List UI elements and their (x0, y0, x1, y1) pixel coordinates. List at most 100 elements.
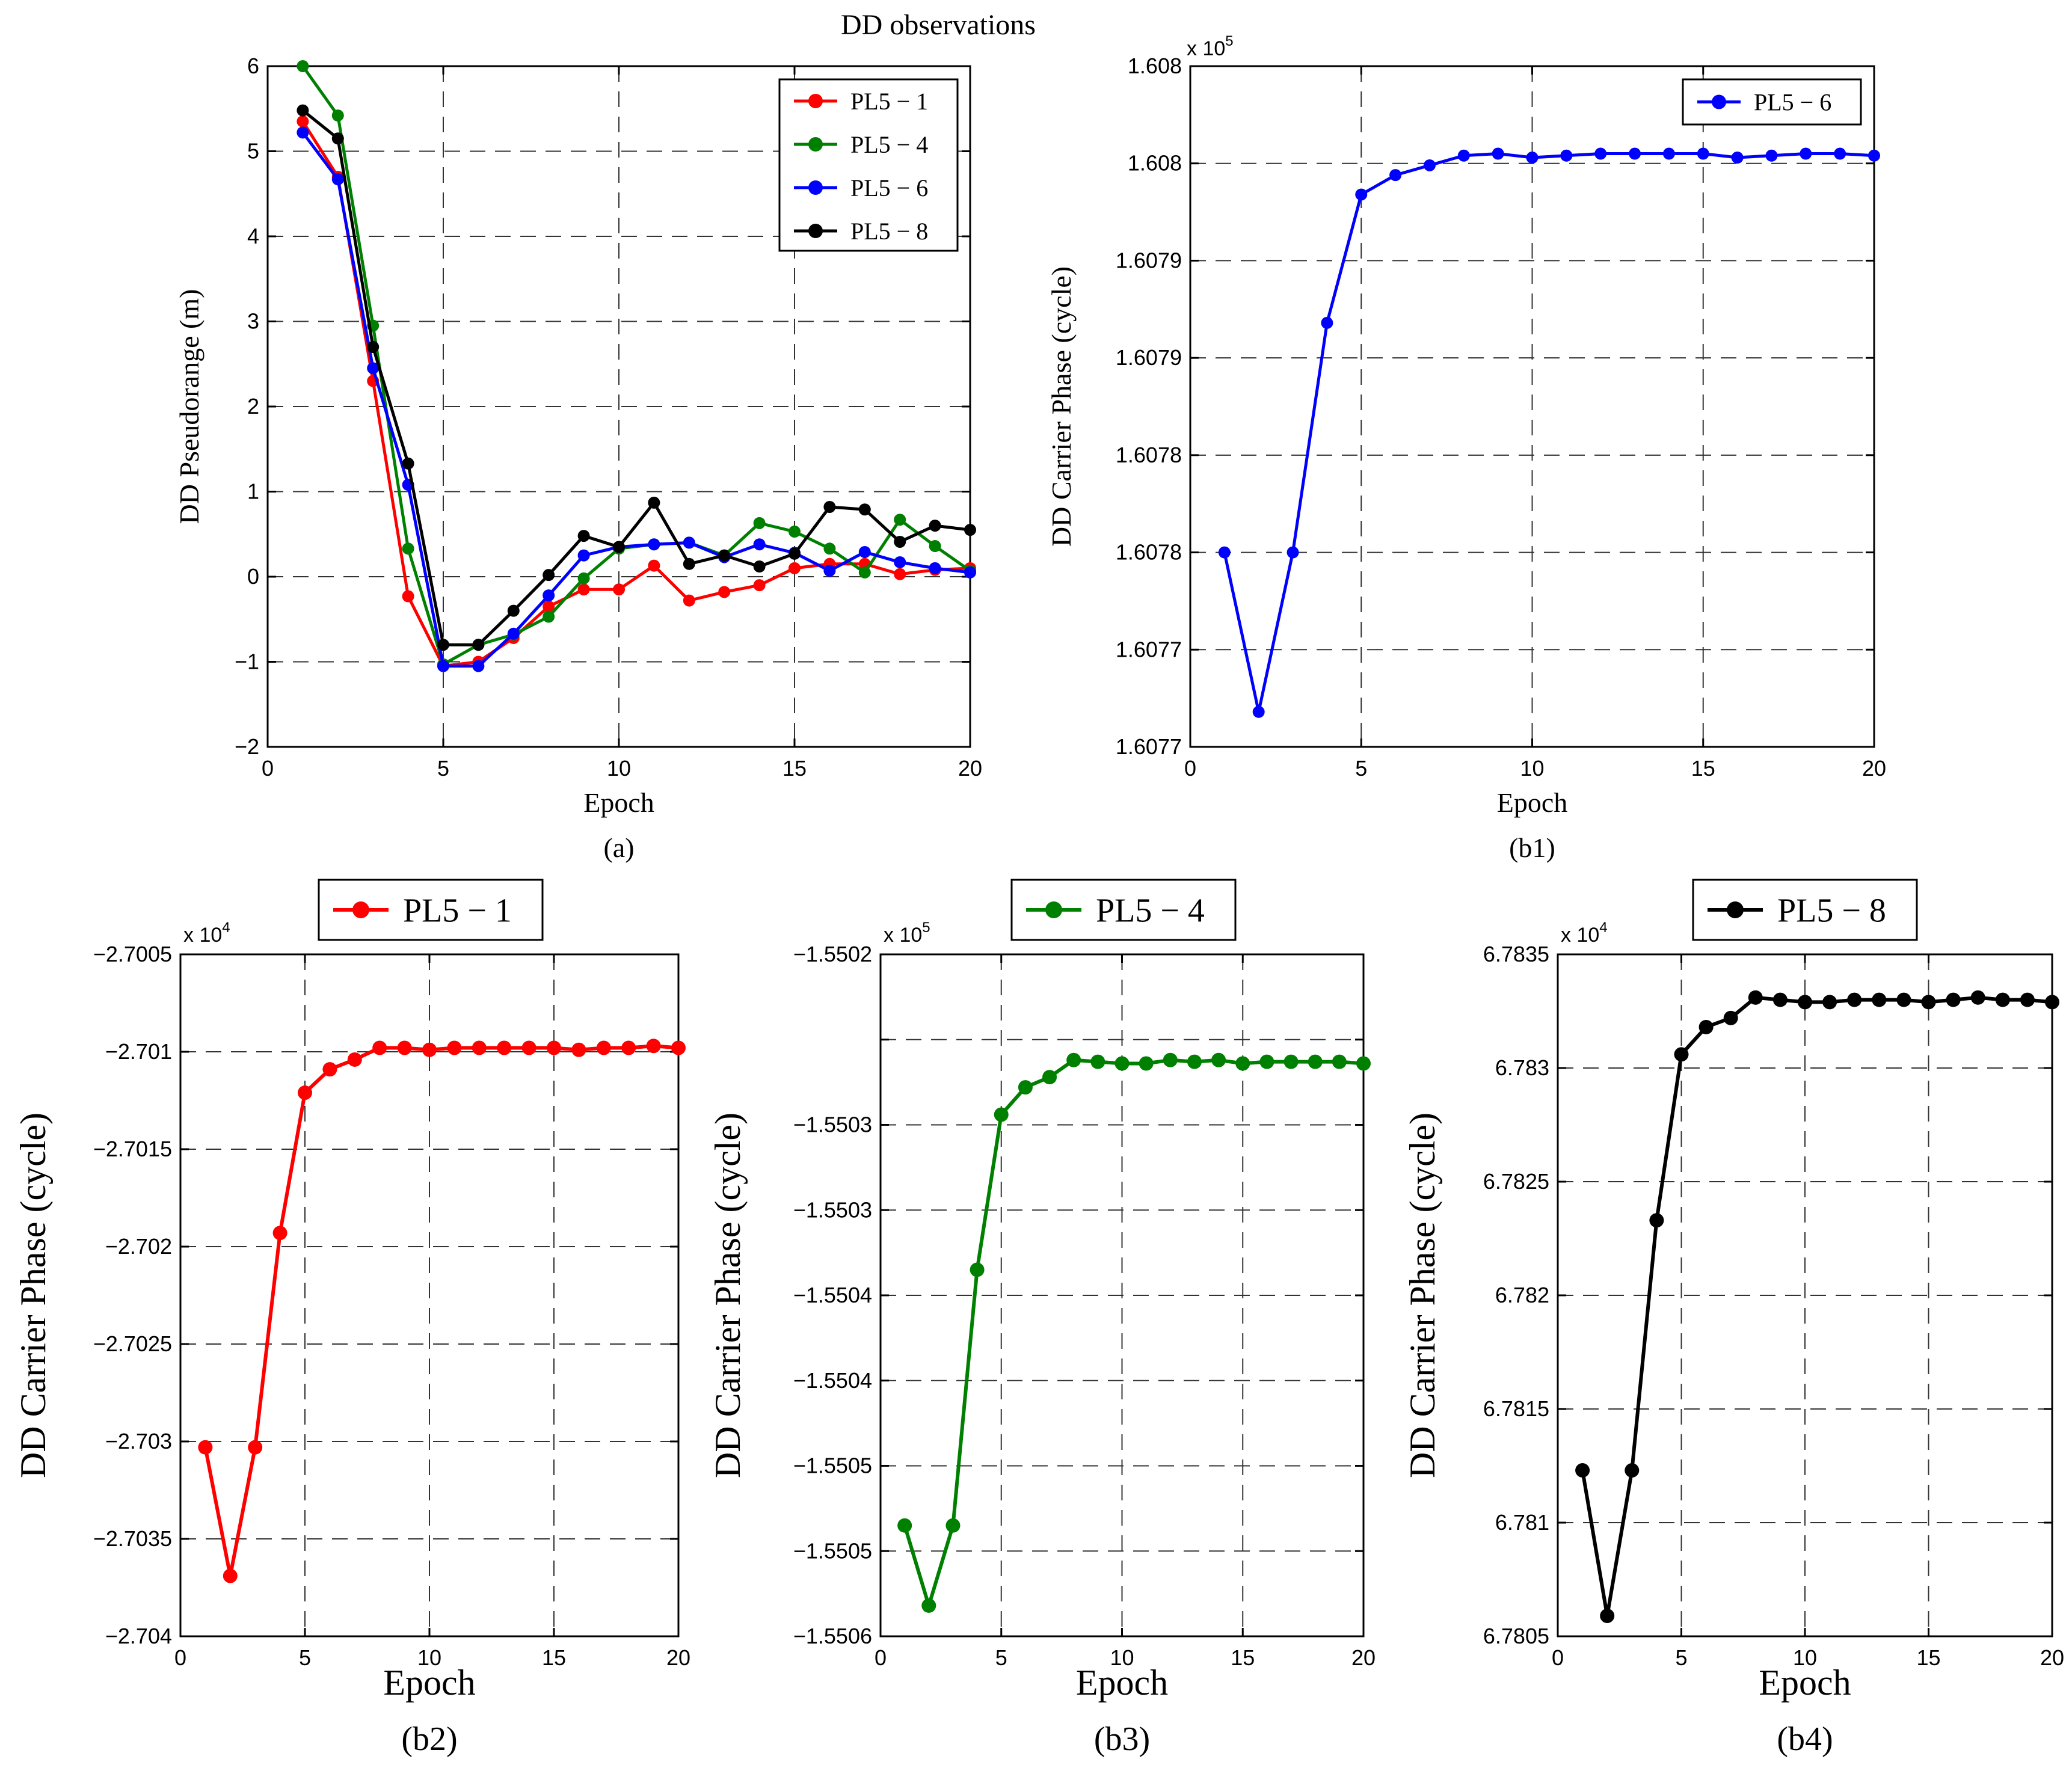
legend-label: PL5 − 4 (1096, 892, 1205, 930)
y-tick-label: −1.5503 (793, 1113, 872, 1137)
chart-caption: (b3) (1094, 1720, 1150, 1758)
data-point (1872, 992, 1887, 1007)
data-point (1355, 188, 1368, 201)
axis-exponent-power: 5 (922, 919, 930, 936)
chart-caption: (b1) (1509, 832, 1555, 863)
chart-a: 0 5 10 15 20 −2 −1 0 1 2 3 4 5 6 Epoch DD Pseudorange (… (174, 54, 982, 863)
figure-title: DD observations (841, 9, 1036, 41)
legend-label: PL5 − 8 (1777, 892, 1886, 930)
y-axis-label: DD Carrier Phase (cycle) (13, 1113, 53, 1478)
data-point (1139, 1056, 1154, 1071)
legend-marker (1727, 901, 1744, 918)
data-point (543, 610, 555, 623)
x-tick-label: 0 (262, 756, 274, 781)
data-point (507, 627, 520, 640)
data-point (789, 547, 801, 560)
x-tick-label: 20 (1862, 756, 1886, 781)
data-point (1163, 1052, 1178, 1067)
data-point (1575, 1463, 1590, 1478)
y-tick-label: −2.702 (105, 1234, 172, 1259)
y-tick-label: 1.608 (1128, 54, 1182, 78)
data-point (671, 1040, 686, 1055)
y-tick-label: 4 (247, 224, 259, 248)
data-point (472, 660, 485, 672)
data-point (613, 541, 625, 553)
data-point (1389, 169, 1402, 182)
data-point (577, 572, 590, 585)
data-point (929, 520, 941, 532)
data-point (2020, 992, 2035, 1007)
data-point (367, 340, 380, 353)
data-point (683, 536, 695, 549)
data-point (1798, 995, 1812, 1010)
data-point (372, 1040, 387, 1055)
y-tick-label: −2.704 (105, 1624, 172, 1648)
data-point (894, 556, 906, 568)
x-tick-label: 5 (437, 756, 449, 781)
legend-marker (808, 180, 823, 195)
data-point (2045, 995, 2059, 1010)
y-tick-label: −1.5503 (793, 1197, 872, 1222)
x-tick-label: 5 (1355, 756, 1367, 781)
data-point (789, 562, 801, 574)
y-tick-label: −1.5505 (793, 1453, 872, 1478)
data-point (331, 109, 344, 122)
y-tick-label: 3 (247, 309, 259, 334)
chart-b3: 0 5 10 15 20 −1.5506 −1.5505 −1.5505 −1.5504 −1.5… (708, 879, 1376, 1758)
x-tick-label: 5 (995, 1645, 1007, 1670)
y-tick-label: 1.6079 (1116, 248, 1182, 272)
data-point (397, 1040, 412, 1055)
data-point (596, 1040, 611, 1055)
data-point (402, 542, 414, 555)
data-point (1847, 992, 1862, 1007)
y-tick-label: −2.703 (105, 1429, 172, 1453)
data-point (823, 565, 836, 577)
data-point (970, 1262, 985, 1277)
x-tick-label: 5 (1675, 1645, 1687, 1670)
data-point (646, 1039, 661, 1054)
x-tick-label: 10 (1110, 1645, 1134, 1670)
x-axis-label: Epoch (383, 1663, 475, 1702)
series-line (301, 131, 971, 668)
legend-label: PL5 − 6 (1754, 89, 1831, 116)
x-tick-label: 20 (666, 1645, 690, 1670)
data-point (1800, 147, 1812, 160)
y-tick-label: 2 (247, 394, 259, 419)
data-point (543, 600, 555, 613)
data-point (331, 132, 344, 145)
data-point (1423, 159, 1436, 171)
data-point (718, 549, 731, 562)
y-tick-label: 6.782 (1495, 1283, 1549, 1307)
y-axis-label: DD Carrier Phase (cycle) (708, 1113, 748, 1478)
data-point (613, 583, 625, 596)
data-point (1457, 149, 1470, 162)
data-point (402, 457, 414, 470)
data-point (1560, 149, 1573, 162)
y-tick-label: 6.783 (1495, 1055, 1549, 1080)
data-point (1772, 992, 1788, 1007)
data-point (1526, 152, 1539, 164)
data-point (322, 1062, 337, 1077)
data-point (858, 545, 871, 558)
data-point (472, 639, 485, 651)
y-tick-label: −2 (235, 734, 259, 759)
x-tick-label: 10 (1520, 756, 1544, 781)
chart-caption: (b4) (1777, 1720, 1833, 1758)
data-point (1946, 992, 1961, 1007)
data-point (543, 589, 555, 602)
x-tick-label: 15 (782, 756, 807, 781)
y-tick-label: 1.6077 (1116, 637, 1182, 661)
y-tick-label: 6 (247, 54, 259, 78)
legend: PL5 − 1 PL5 − 4 PL5 − 6 PL5 − 8 (778, 78, 959, 252)
data-point (1187, 1054, 1202, 1069)
chart-b1: 0 5 10 15 20 1.6077 1.6077 1.6078 1.6078 1.6079 1.… (1046, 33, 1886, 863)
data-point (964, 566, 976, 579)
x-tick-label: 15 (542, 1645, 566, 1670)
data-point (1308, 1054, 1323, 1069)
y-tick-label: −1.5504 (793, 1368, 872, 1393)
x-tick-label: 15 (1231, 1645, 1255, 1670)
legend-marker (1045, 901, 1062, 918)
data-point (894, 568, 906, 580)
legend: PL5 − 1 (318, 879, 544, 941)
